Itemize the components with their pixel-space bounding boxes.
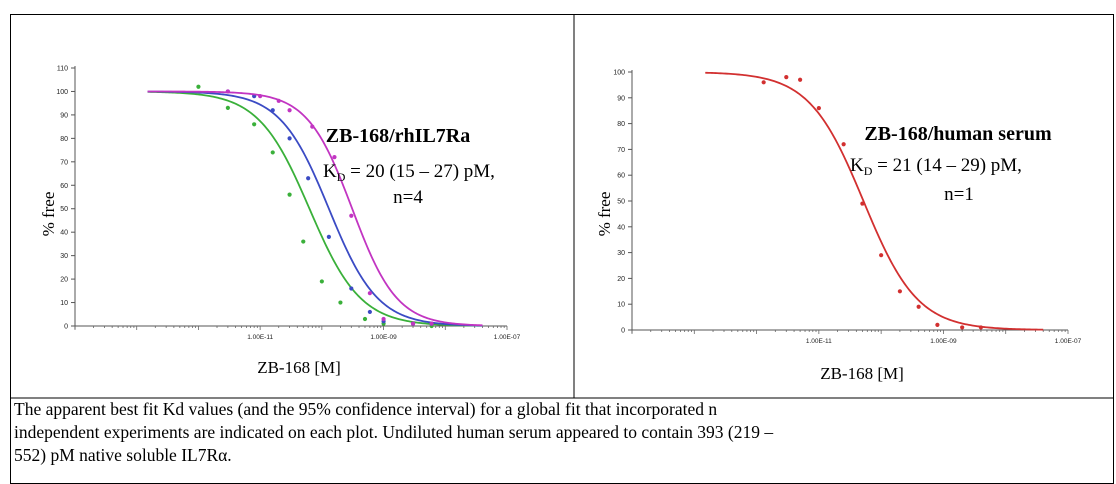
data-point <box>225 105 230 110</box>
y-tick-label: 100 <box>56 89 68 96</box>
y-tick-label: 90 <box>617 95 625 102</box>
data-point <box>287 192 292 197</box>
series-curve-2 <box>147 90 483 327</box>
data-point <box>310 124 315 129</box>
data-point <box>761 80 766 85</box>
series-curve-1 <box>705 71 1044 331</box>
chart-panel-2: 0 10 20 30 40 50 60 70 80 90 100 1.00E-11 1.00E-09 1.… <box>595 70 1082 384</box>
y-tick-label: 30 <box>617 250 625 257</box>
data-point <box>429 321 434 326</box>
data-point <box>301 239 306 244</box>
caption-line-1: The apparent best fit Kd values (and the… <box>14 399 718 419</box>
y-tick-label: 20 <box>60 277 68 284</box>
y-tick-label: 40 <box>617 224 625 231</box>
y-tick-label: 110 <box>57 66 68 73</box>
caption-line-2: independent experiments are indicated on… <box>14 422 774 442</box>
data-point <box>410 321 416 326</box>
data-point <box>332 155 337 160</box>
data-point <box>916 304 921 309</box>
y-tick-label: 30 <box>60 253 68 260</box>
data-point <box>306 176 311 181</box>
y-tick-label: 50 <box>617 199 625 206</box>
data-point <box>225 89 230 94</box>
y-tick-label: 60 <box>617 173 625 180</box>
kd-symbol: K <box>850 155 864 176</box>
y-tick-label: 80 <box>617 121 625 128</box>
y-tick-label: 70 <box>617 147 625 154</box>
figure-frame: 0 10 20 30 40 50 60 70 80 90 100 110 1.00E-11 1.00E-0… <box>10 14 1114 484</box>
kd-symbol: K <box>323 161 337 182</box>
x-tick-label: 1.00E-09 <box>370 334 397 341</box>
x-tick-label: 1.00E-11 <box>247 334 273 341</box>
data-point <box>270 108 275 113</box>
data-point <box>978 325 984 330</box>
y-tick-label: 90 <box>60 112 68 119</box>
data-point <box>338 300 343 305</box>
y-tick-label: 50 <box>60 206 68 213</box>
data-point <box>841 142 846 147</box>
data-point <box>362 316 368 322</box>
data-point <box>798 77 803 82</box>
chart-panel-1: 0 10 20 30 40 50 60 70 80 90 100 110 1.00E-11 1.00E-0… <box>39 66 521 378</box>
data-point <box>381 316 386 322</box>
figure-caption: The apparent best fit Kd values (and the… <box>14 398 1104 467</box>
annotation-n: n=4 <box>393 187 423 208</box>
y-tick-label: 20 <box>617 276 625 283</box>
data-point <box>897 289 902 294</box>
data-point <box>349 213 354 218</box>
series-curve-3 <box>147 90 483 327</box>
y-tick-label: 80 <box>60 136 68 143</box>
data-point <box>252 122 257 127</box>
y-tick-label: 0 <box>64 324 68 331</box>
data-point <box>935 322 940 327</box>
data-point <box>258 94 263 99</box>
y-axis-title: % free <box>595 192 614 237</box>
y-tick-label: 10 <box>60 300 68 307</box>
kd-value: = 21 (14 – 29) pM, <box>872 155 1022 176</box>
x-tick-label: 1.00E-11 <box>806 338 832 345</box>
annotation-title: ZB-168/rhIL7Ra <box>326 125 470 147</box>
x-axis-title: ZB-168 [M] <box>820 364 904 383</box>
annotation-n: n=1 <box>944 184 974 205</box>
y-tick-label: 0 <box>621 328 625 335</box>
y-tick-label: 10 <box>617 302 625 309</box>
data-point <box>367 291 372 296</box>
x-tick-label: 1.00E-07 <box>1055 338 1082 345</box>
x-axis-title: ZB-168 [M] <box>257 358 341 377</box>
y-tick-label: 100 <box>613 70 625 77</box>
data-point <box>816 106 821 111</box>
data-point <box>784 75 789 80</box>
annotation-kd: KD = 21 (14 – 29) pM, <box>850 155 1022 178</box>
data-point <box>367 309 372 315</box>
x-tick-label: 1.00E-09 <box>930 338 957 345</box>
data-point <box>196 84 201 89</box>
y-tick-label: 70 <box>60 159 68 166</box>
data-point <box>960 325 965 330</box>
data-point <box>287 108 292 113</box>
data-point <box>326 234 331 239</box>
data-point <box>319 279 324 284</box>
kd-subscript: D <box>337 170 346 184</box>
y-axis-title: % free <box>39 192 58 237</box>
data-point <box>349 286 354 291</box>
data-point <box>860 201 865 206</box>
annotation-kd: KD = 20 (15 – 27) pM, <box>323 161 495 184</box>
data-point <box>270 150 275 155</box>
series-curve-1 <box>147 90 483 327</box>
y-tick-label: 40 <box>60 230 68 237</box>
y-tick-label: 60 <box>60 183 68 190</box>
x-tick-label: 1.00E-07 <box>494 334 521 341</box>
kd-subscript: D <box>864 164 873 178</box>
caption-line-3: 552) pM native soluble IL7Rα. <box>14 445 232 465</box>
data-point <box>879 253 884 258</box>
annotation-title: ZB-168/human serum <box>864 123 1052 145</box>
kd-value: = 20 (15 – 27) pM, <box>345 161 495 182</box>
data-point <box>276 98 281 103</box>
data-point <box>287 136 292 141</box>
